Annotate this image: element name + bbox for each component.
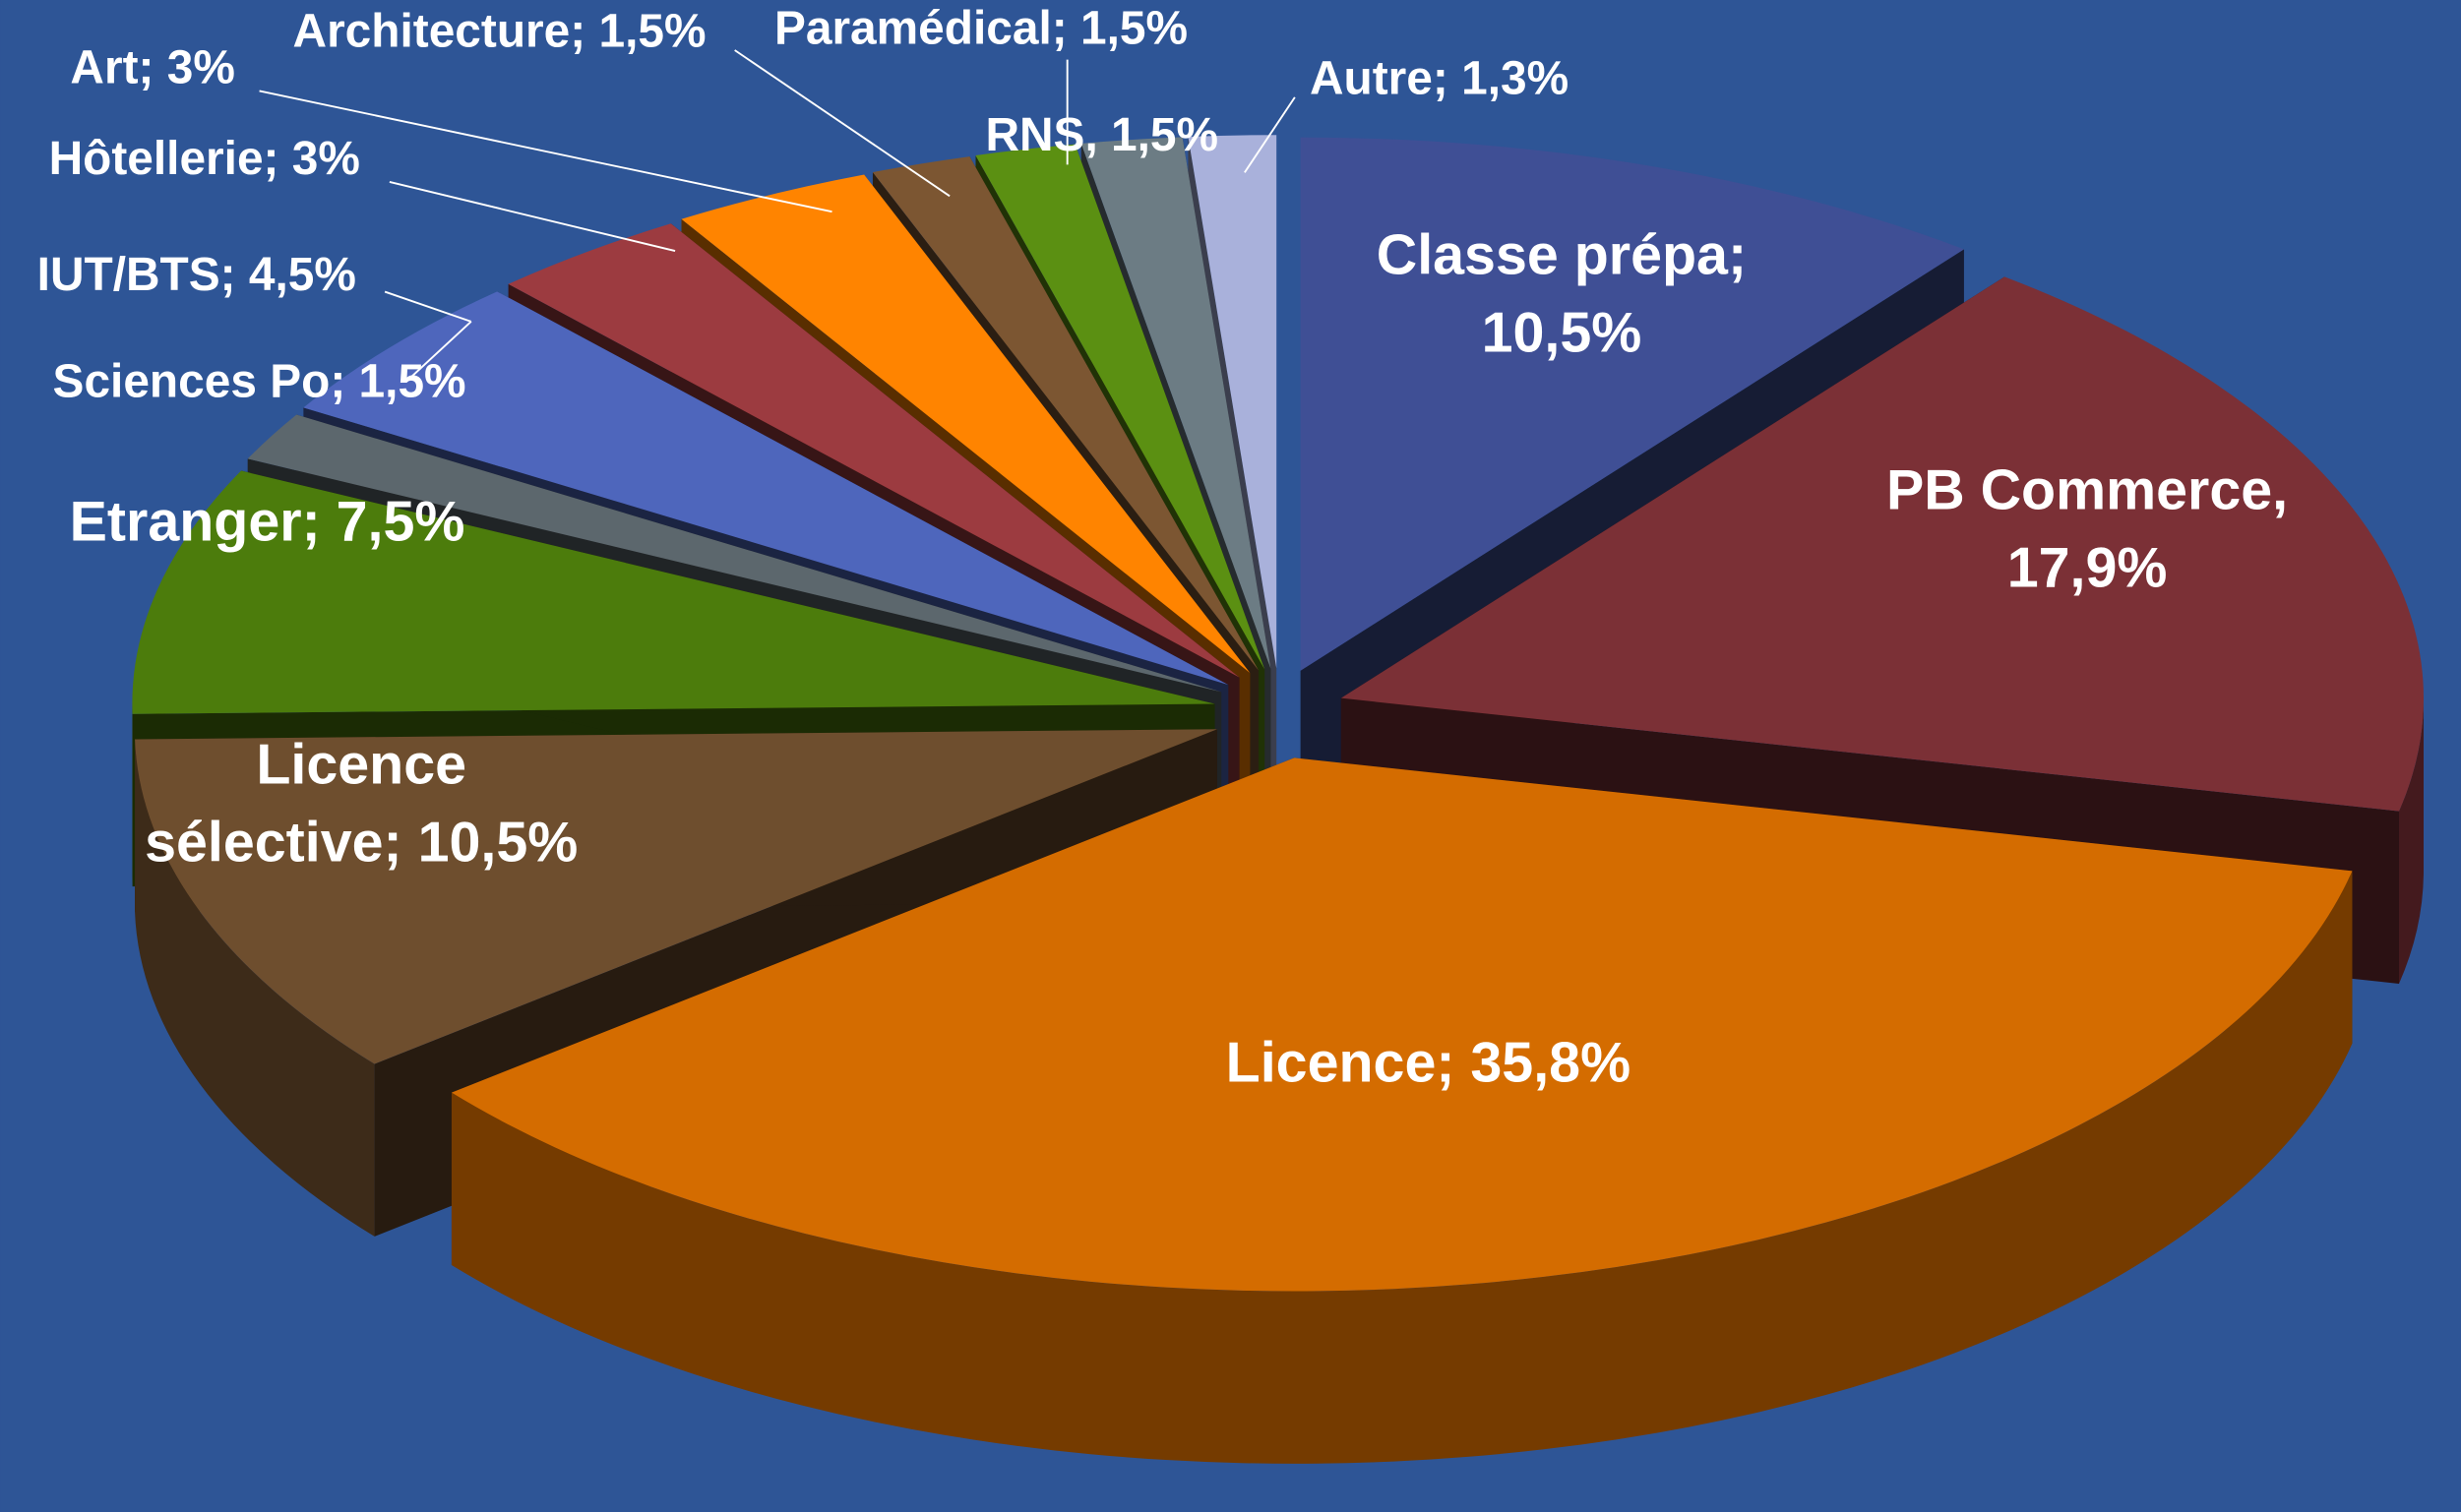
label-line: sélective; 10,5%: [145, 812, 578, 875]
slice: [681, 174, 1251, 674]
data-label: RNS, 1,5%: [985, 109, 1218, 161]
leader-line: [259, 90, 832, 213]
slice-side: [135, 739, 375, 1237]
slice: [1188, 135, 1277, 669]
data-label: Licence; 35,8%: [1226, 1031, 1630, 1094]
data-label: PB Commerce, 17,9%: [1886, 459, 2288, 600]
data-label: Licence sélective; 10,5%: [145, 734, 578, 875]
slice: [1340, 276, 2424, 812]
data-label: Sciences Po; 1,5%: [53, 355, 466, 407]
slice: [1080, 137, 1271, 669]
slice: [132, 470, 1215, 714]
leader-line: [407, 321, 472, 381]
label-line: PB Commerce,: [1886, 459, 2288, 522]
slice: [872, 156, 1260, 671]
data-label: Autre; 1,3%: [1310, 53, 1569, 105]
data-label: Paramédical; 1,5%: [774, 3, 1188, 55]
data-label: Classe prépa; 10,5%: [1377, 223, 1747, 364]
slice: [975, 144, 1265, 670]
label-line: 10,5%: [1482, 302, 1642, 365]
slice: [135, 729, 1217, 1064]
slice: [451, 757, 2353, 1292]
label-line: 17,9%: [2007, 537, 2168, 600]
data-label: Hôtellerie; 3%: [49, 133, 360, 185]
data-label: Art; 3%: [70, 41, 234, 93]
slice: [508, 223, 1240, 678]
label-line: Licence: [256, 734, 466, 797]
slice: [303, 291, 1229, 686]
label-line: Classe prépa;: [1377, 223, 1747, 286]
leader-line: [1244, 96, 1296, 173]
leader-line: [389, 181, 676, 253]
leader-line: [384, 290, 472, 323]
slice: [247, 414, 1222, 693]
data-label: Etranger; 7,5%: [70, 490, 465, 553]
data-label: Architecture; 1,5%: [293, 6, 707, 58]
slice: [1300, 137, 1964, 671]
data-label: IUT/BTS; 4,5%: [37, 249, 356, 301]
slice-side: [2398, 697, 2424, 984]
leader-line: [734, 49, 951, 198]
slice-side: [451, 871, 2353, 1464]
